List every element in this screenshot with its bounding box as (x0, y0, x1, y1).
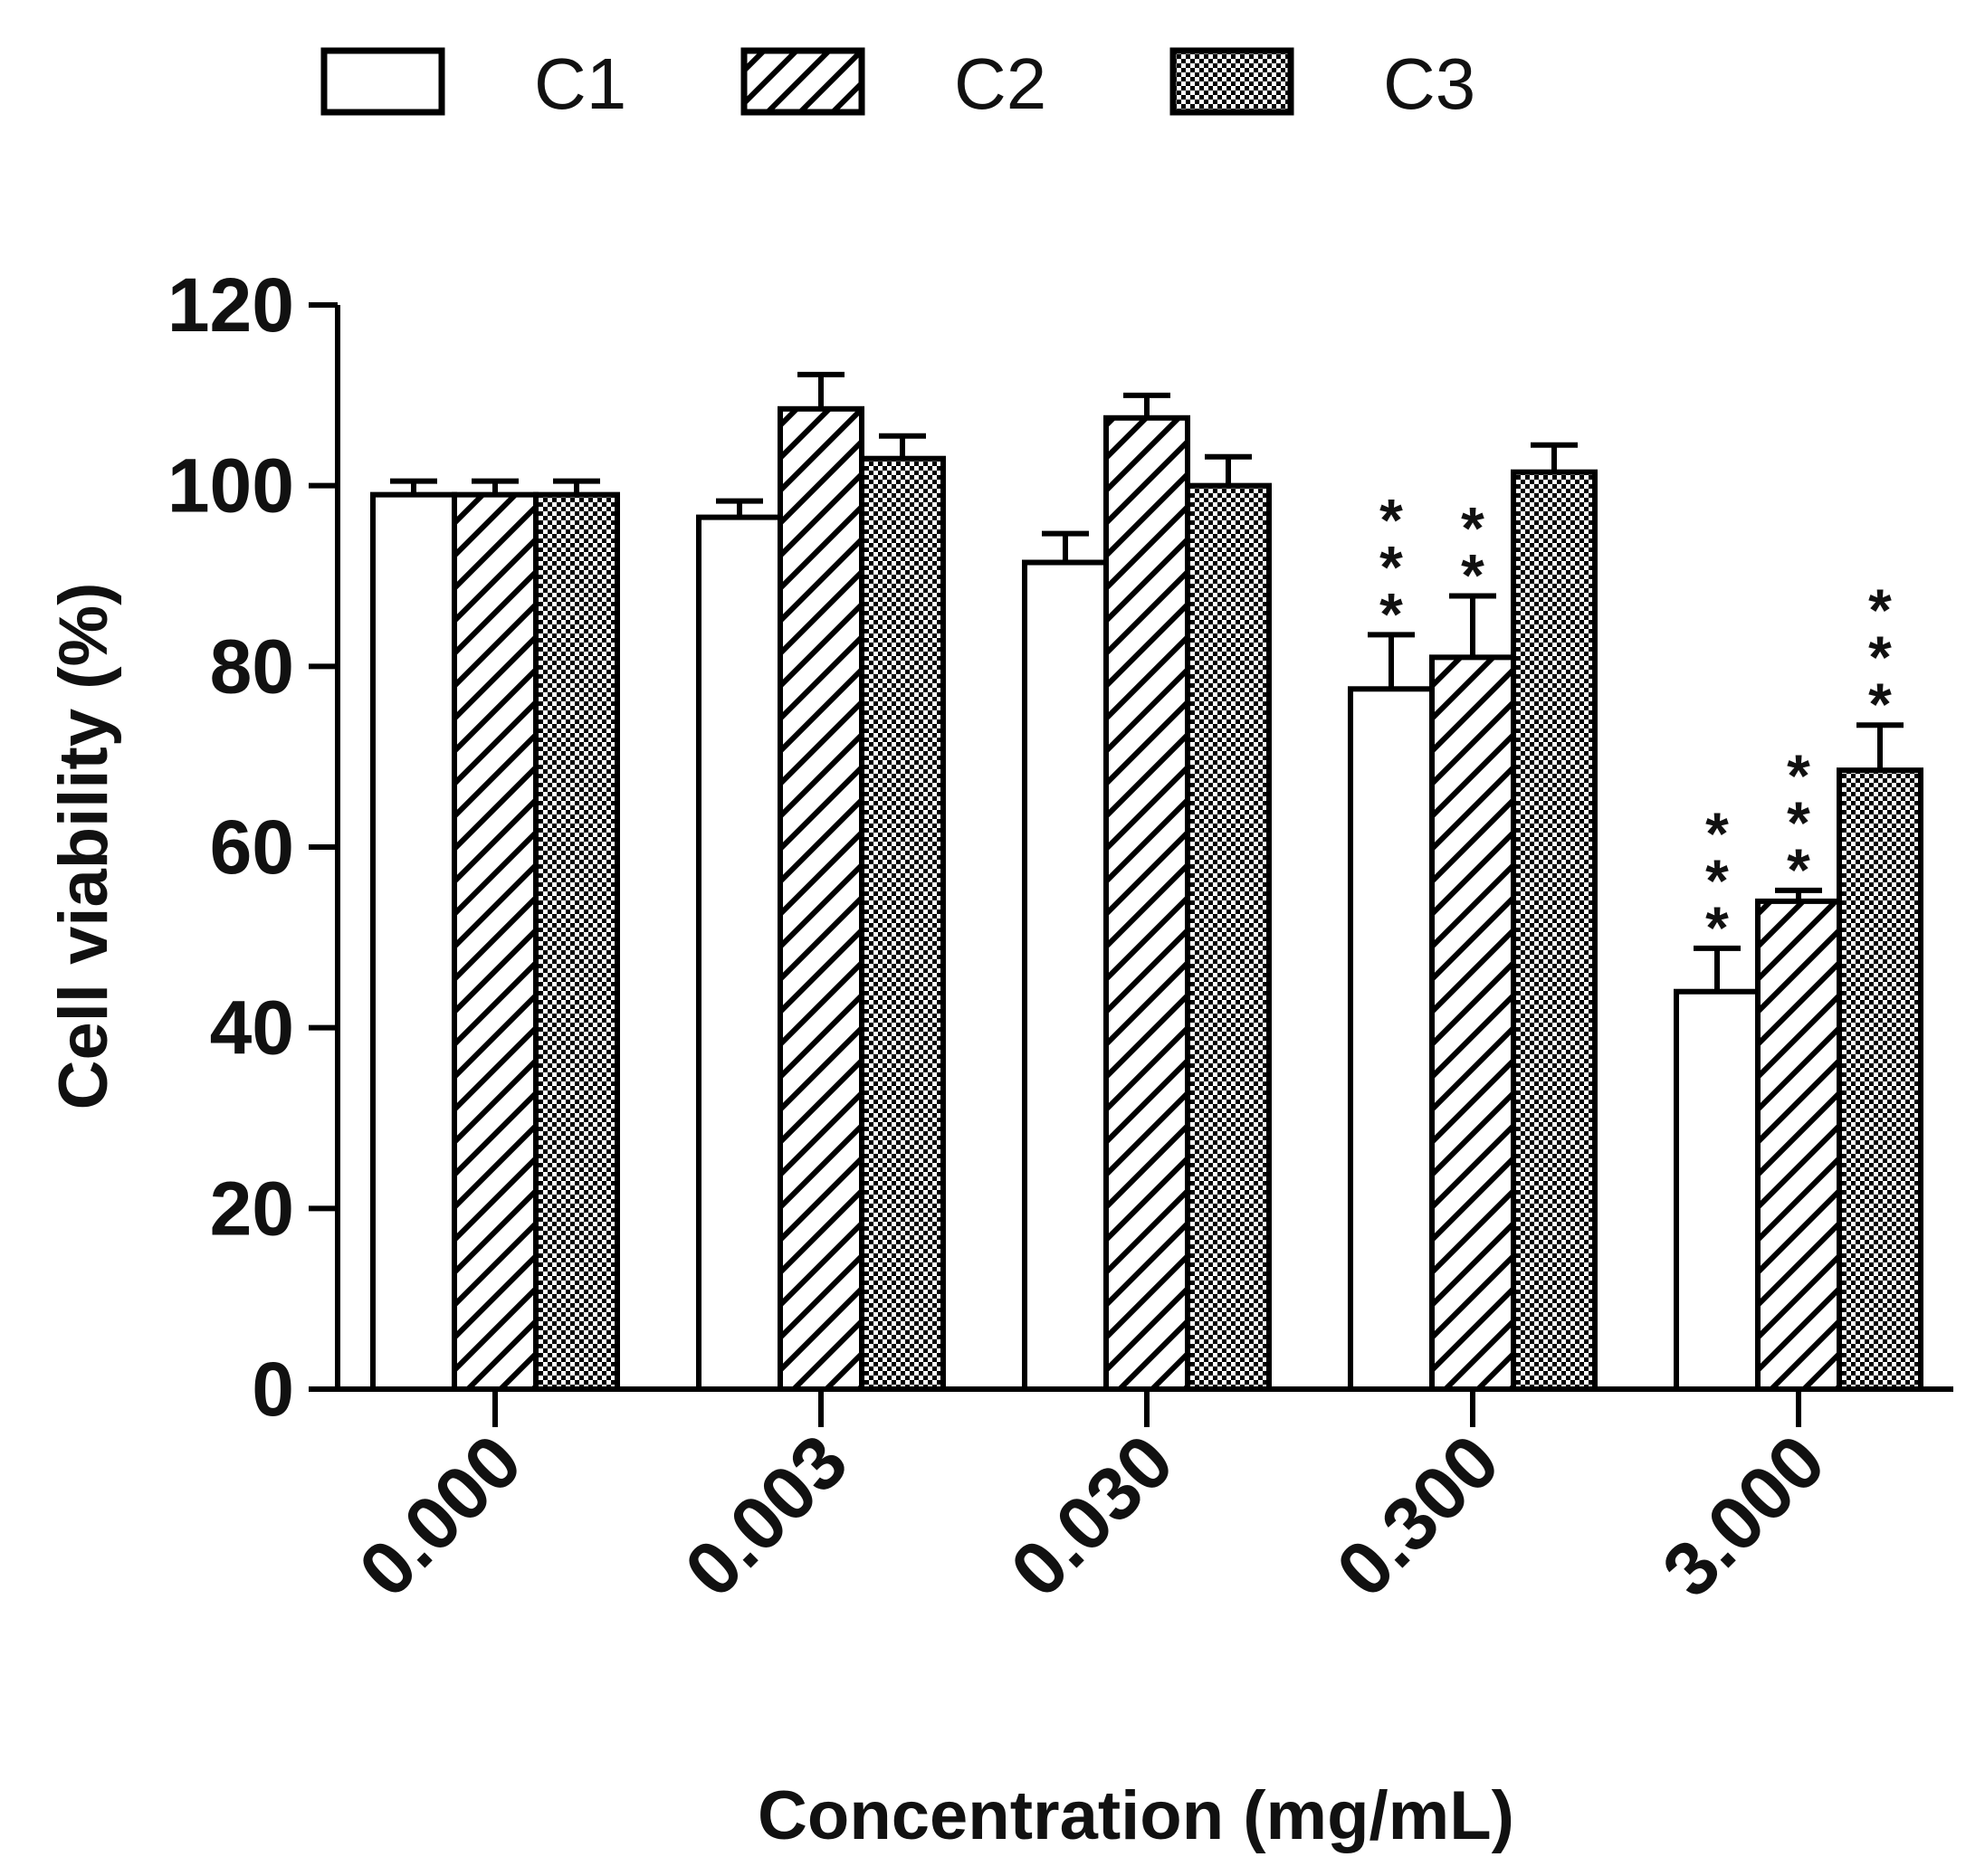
significance-mark: * (1461, 494, 1484, 561)
significance-mark: * (1705, 894, 1729, 961)
legend-label-c1: C1 (534, 43, 626, 124)
y-tick-label: 0 (252, 1347, 294, 1432)
bar-c3-0.300 (1511, 469, 1598, 1392)
bar-c2-0.000 (452, 491, 539, 1392)
legend: C1 C2 C3 (320, 43, 1475, 124)
significance-mark: * (1379, 486, 1403, 553)
y-tick-label: 80 (210, 624, 294, 709)
significance-mark: * (1787, 742, 1810, 809)
legend-swatch-c1 (320, 47, 445, 116)
legend-swatch-c2 (740, 47, 865, 116)
bar-c2-0.300 (1429, 654, 1516, 1392)
x-tick-label: 0.030 (995, 1418, 1189, 1613)
bar-c1-0.003 (696, 514, 783, 1392)
legend-label-c2: C2 (954, 43, 1046, 124)
x-tick-label: 0.000 (343, 1418, 538, 1613)
bar-c3-3.000 (1837, 767, 1923, 1392)
bar-c1-0.300 (1348, 686, 1435, 1392)
x-tick-label: 0.003 (669, 1418, 864, 1613)
significance-mark: * (1705, 847, 1729, 914)
plot-area: ************** (370, 371, 1923, 1393)
bar-c2-0.030 (1103, 414, 1190, 1393)
significance-mark: * (1868, 624, 1892, 690)
legend-swatch-c3 (1169, 47, 1294, 116)
y-tick-label: 120 (167, 262, 294, 348)
significance-mark: * (1705, 800, 1729, 867)
legend-label-c3: C3 (1383, 43, 1475, 124)
significance-mark: * (1379, 580, 1403, 647)
bar-c2-0.003 (778, 405, 864, 1392)
significance-mark: * (1379, 533, 1403, 600)
bar-c1-3.000 (1674, 988, 1761, 1392)
y-axis-title: Cell viability (%) (45, 583, 122, 1110)
significance-mark: * (1868, 671, 1892, 738)
x-tick-label: 0.300 (1321, 1418, 1515, 1613)
x-tick-label: 3.000 (1646, 1418, 1841, 1613)
bar-c3-0.000 (533, 491, 620, 1392)
x-axis-title: Concentration (mg/mL) (758, 1777, 1514, 1854)
bar-c1-0.000 (370, 491, 457, 1392)
bar-c1-0.030 (1022, 559, 1109, 1392)
bar-c3-0.003 (859, 455, 946, 1392)
bar-c3-0.030 (1185, 482, 1272, 1392)
significance-mark: * (1868, 576, 1892, 643)
significance-mark: * (1461, 541, 1484, 608)
y-tick-label: 20 (210, 1166, 294, 1251)
y-tick-label: 40 (210, 986, 294, 1071)
significance-mark: * (1787, 789, 1810, 856)
y-tick-label: 60 (210, 805, 294, 890)
bar-c2-3.000 (1755, 898, 1842, 1392)
significance-mark: * (1787, 836, 1810, 903)
y-tick-label: 100 (167, 443, 294, 529)
